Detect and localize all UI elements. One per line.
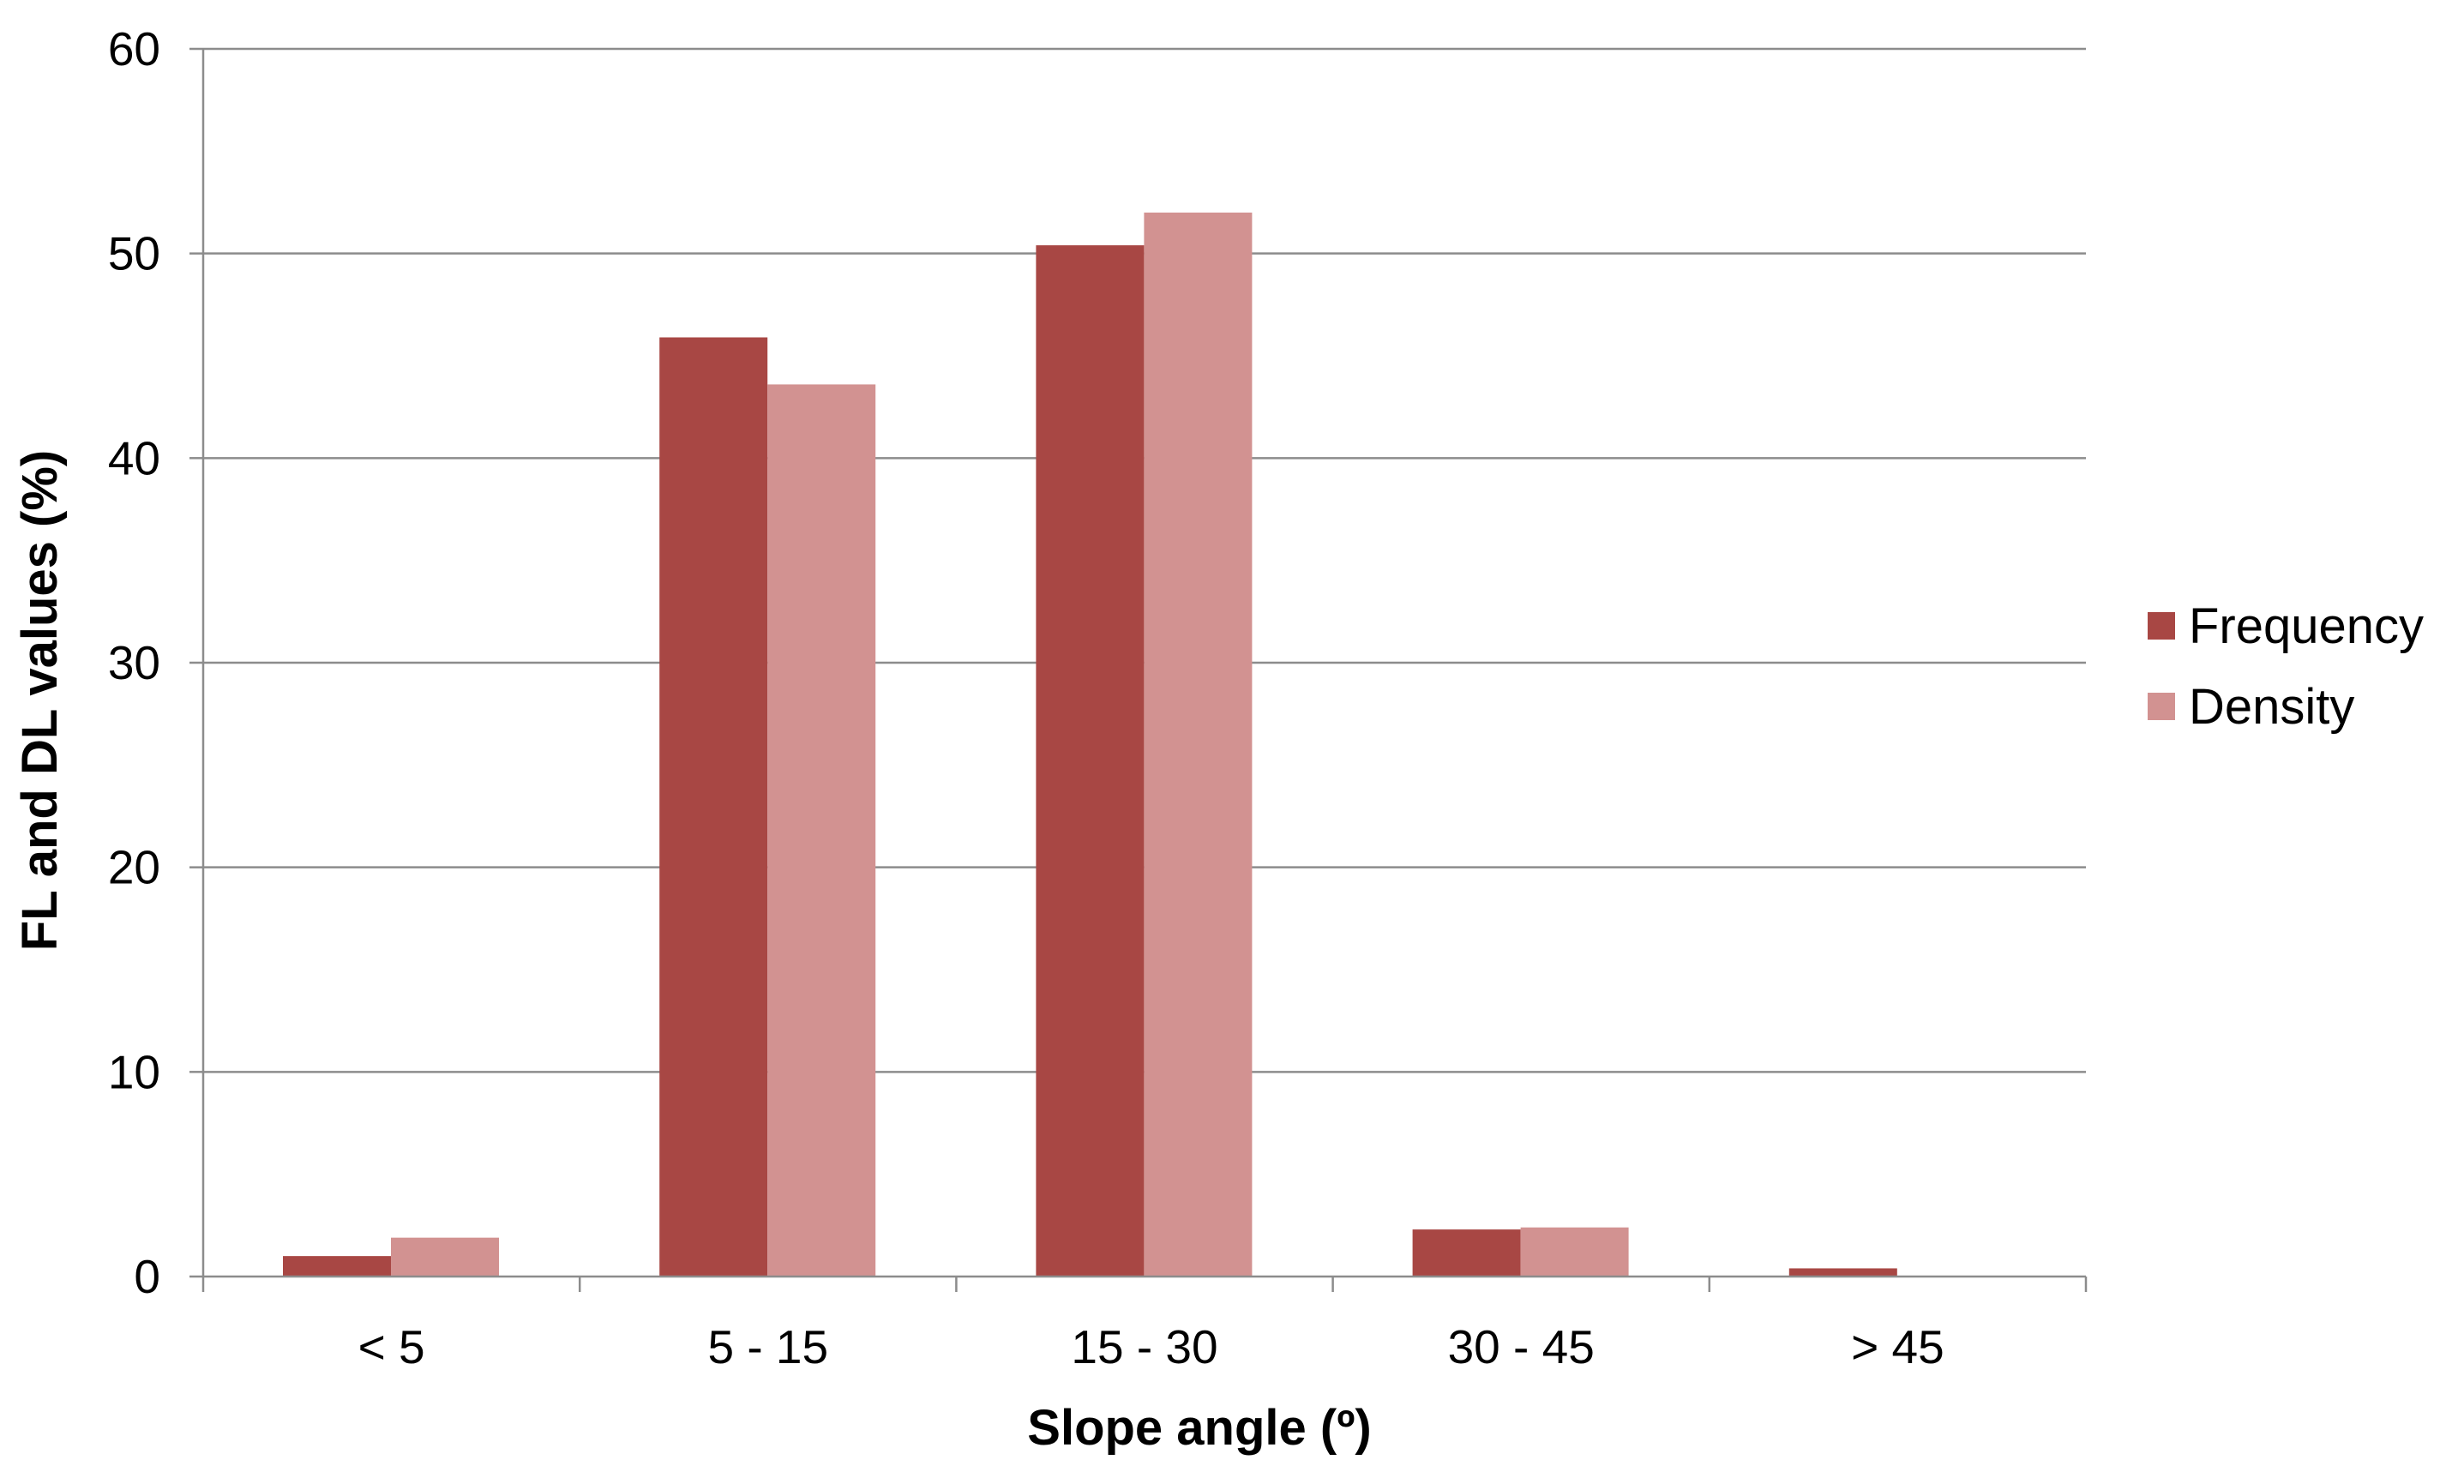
y-tick-label: 50 bbox=[108, 227, 160, 280]
y-tick-label: 30 bbox=[108, 636, 160, 689]
x-tick-label: > 45 bbox=[1851, 1320, 1944, 1373]
y-tick-label: 60 bbox=[108, 22, 160, 75]
bar-density bbox=[1520, 1227, 1629, 1277]
bar-frequency bbox=[1036, 245, 1145, 1277]
legend-swatch-density bbox=[2148, 693, 2175, 720]
bar-density bbox=[1144, 212, 1253, 1277]
axes bbox=[189, 47, 2088, 1292]
x-tick-label: < 5 bbox=[358, 1320, 425, 1373]
y-tick-label: 20 bbox=[108, 841, 160, 894]
x-tick-labels: < 5 5 - 15 15 - 30 30 - 45 > 45 bbox=[358, 1320, 1944, 1373]
bars bbox=[283, 212, 1897, 1277]
y-tick-label: 0 bbox=[134, 1250, 160, 1303]
x-tick-label: 5 - 15 bbox=[707, 1320, 828, 1373]
legend-label-frequency: Frequency bbox=[2189, 598, 2424, 654]
x-axis-title: Slope angle (º) bbox=[1027, 1400, 1371, 1456]
bar-frequency bbox=[283, 1256, 391, 1277]
y-axis-title: FL and DL values (%) bbox=[12, 450, 68, 951]
y-tick-label: 40 bbox=[108, 431, 160, 484]
legend: Frequency Density bbox=[2148, 598, 2424, 735]
y-tick-label: 10 bbox=[108, 1045, 160, 1098]
x-tick-label: 30 - 45 bbox=[1448, 1320, 1595, 1373]
bar-frequency bbox=[1412, 1229, 1521, 1277]
legend-label-density: Density bbox=[2189, 679, 2354, 735]
legend-swatch-frequency bbox=[2148, 612, 2175, 640]
bar-density bbox=[391, 1237, 499, 1277]
y-tick-labels: 0 10 20 30 40 50 60 bbox=[108, 22, 160, 1303]
x-tick-label: 15 - 30 bbox=[1071, 1320, 1217, 1373]
bar-frequency bbox=[659, 337, 768, 1277]
bar-frequency bbox=[1788, 1268, 1897, 1277]
bar-density bbox=[767, 384, 876, 1277]
